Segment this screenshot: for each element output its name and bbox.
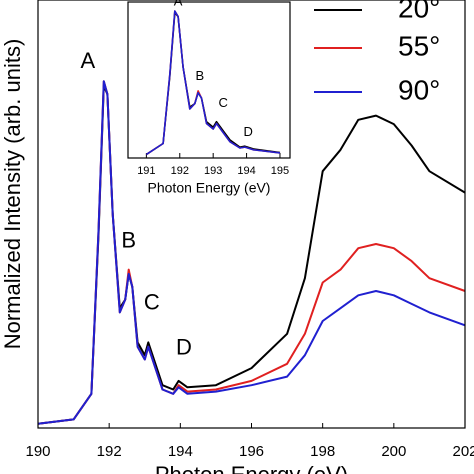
legend-label: 90°: [398, 74, 440, 105]
inset-background: [128, 2, 290, 158]
x-tick-label: 198: [310, 443, 335, 460]
x-tick-label: 196: [239, 443, 264, 460]
x-axis-label: Photon Energy (eV): [148, 180, 271, 196]
x-tick-label: 194: [237, 165, 255, 177]
x-tick-label: 200: [381, 443, 406, 460]
x-tick-label: 190: [25, 443, 50, 460]
peak-label: D: [176, 335, 192, 360]
data-line: [37, 80, 466, 425]
x-tick-label: 192: [97, 443, 122, 460]
x-tick-label: 191: [137, 165, 155, 177]
peak-label: B: [121, 228, 136, 253]
legend-label: 55°: [398, 30, 440, 61]
data-line: [145, 10, 281, 156]
x-tick-label: 195: [271, 165, 289, 177]
peak-label: C: [219, 95, 228, 110]
plot-frame: [37, 0, 466, 429]
peak-label: A: [174, 0, 183, 8]
peak-label: C: [144, 290, 160, 315]
legend-label: 20°: [398, 0, 440, 23]
x-tick-label: 193: [204, 165, 222, 177]
peak-label: B: [195, 68, 204, 83]
peak-label: A: [80, 48, 95, 73]
plot-frame: [127, 1, 291, 159]
x-tick-label: 192: [171, 165, 189, 177]
peak-label: D: [244, 124, 253, 139]
y-axis-label: Normalized Intensity (arb. units): [0, 39, 25, 350]
x-tick-label: 202: [452, 443, 474, 460]
x-axis-label: Photon Energy (eV): [155, 462, 348, 474]
x-tick-label: 194: [168, 443, 193, 460]
